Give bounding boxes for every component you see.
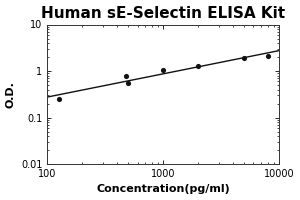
Point (196, 64, 200, 67)
Y-axis label: O.D.: O.D. (6, 81, 16, 108)
Point (161, 68, 166, 72)
Point (126, 81, 131, 85)
Title: Human sE-Selectin ELISA Kit: Human sE-Selectin ELISA Kit (41, 6, 285, 21)
Point (242, 56, 247, 60)
Point (124, 74, 129, 78)
X-axis label: Concentration(pg/ml): Concentration(pg/ml) (96, 184, 230, 194)
Point (56, 97, 61, 101)
Point (266, 54, 270, 58)
